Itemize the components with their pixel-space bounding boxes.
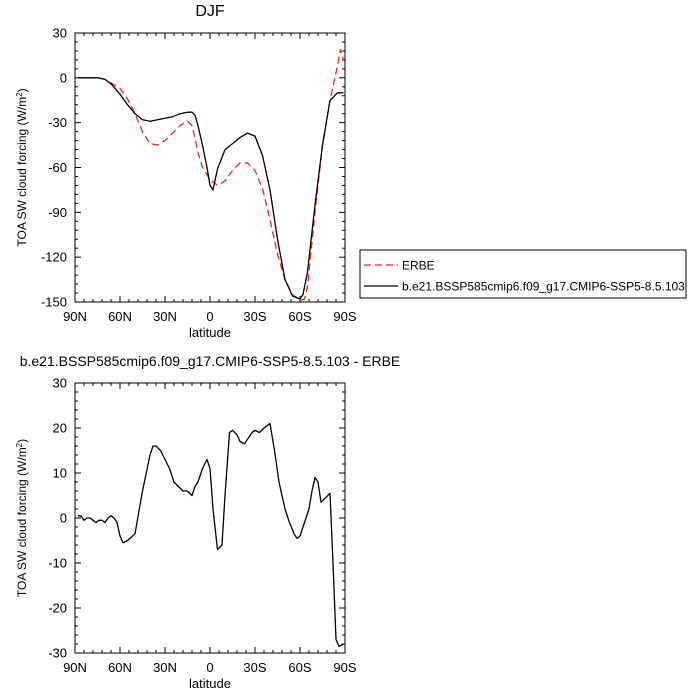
x-axis-label: latitude	[189, 325, 231, 340]
x-tick-label: 30N	[153, 660, 177, 675]
y-tick-label: 0	[60, 511, 67, 526]
y-tick-label: 30	[53, 376, 67, 391]
plot-frame	[74, 32, 346, 303]
series-line-1	[78, 48, 345, 302]
y-tick-label: -10	[48, 556, 67, 571]
y-tick-label: -90	[48, 205, 67, 220]
x-axis-label: latitude	[189, 676, 231, 691]
legend-label: ERBE	[402, 259, 435, 273]
series-line-1	[78, 422, 344, 647]
legend: ERBE b.e21.BSSP585cmip6.f09_g17.CMIP6-SSP…	[359, 249, 687, 299]
series-line-2	[78, 77, 344, 300]
y-tick-label: -60	[48, 160, 67, 175]
y-tick-label: -120	[41, 250, 67, 265]
y-tick-label: -30	[48, 646, 67, 661]
y-axis-label: TOA SW cloud forcing (W/m2)	[15, 88, 30, 246]
x-tick-label: 90S	[333, 309, 356, 324]
plot-frame	[74, 382, 346, 654]
x-tick-label: 90N	[63, 309, 87, 324]
x-tick-label: 60N	[108, 309, 132, 324]
chart-panel-2: b.e21.BSSP585cmip6.f09_g17.CMIP6-SSP5-8.…	[15, 353, 401, 691]
x-tick-label: 30N	[153, 309, 177, 324]
y-tick-label: 20	[53, 421, 67, 436]
chart-title: DJF	[195, 3, 225, 20]
x-tick-label: 30S	[243, 309, 266, 324]
x-tick-label: 90N	[63, 660, 87, 675]
legend-label: b.e21.BSSP585cmip6.f09_g17.CMIP6-SSP5-8.…	[402, 280, 685, 294]
y-tick-label: -20	[48, 601, 67, 616]
legend-box	[359, 249, 687, 299]
x-tick-label: 60S	[288, 660, 311, 675]
y-axis-label: TOA SW cloud forcing (W/m2)	[15, 439, 30, 597]
y-tick-label: 30	[53, 26, 67, 41]
y-tick-label: 10	[53, 466, 67, 481]
x-tick-label: 0	[206, 660, 213, 675]
chart-title: b.e21.BSSP585cmip6.f09_g17.CMIP6-SSP5-8.…	[20, 353, 401, 369]
x-tick-label: 30S	[243, 660, 266, 675]
y-tick-label: 0	[60, 70, 67, 85]
x-tick-label: 60N	[108, 660, 132, 675]
y-tick-label: -30	[48, 115, 67, 130]
x-tick-label: 0	[206, 309, 213, 324]
y-tick-label: -150	[41, 295, 67, 310]
x-tick-label: 60S	[288, 309, 311, 324]
x-tick-label: 90S	[333, 660, 356, 675]
